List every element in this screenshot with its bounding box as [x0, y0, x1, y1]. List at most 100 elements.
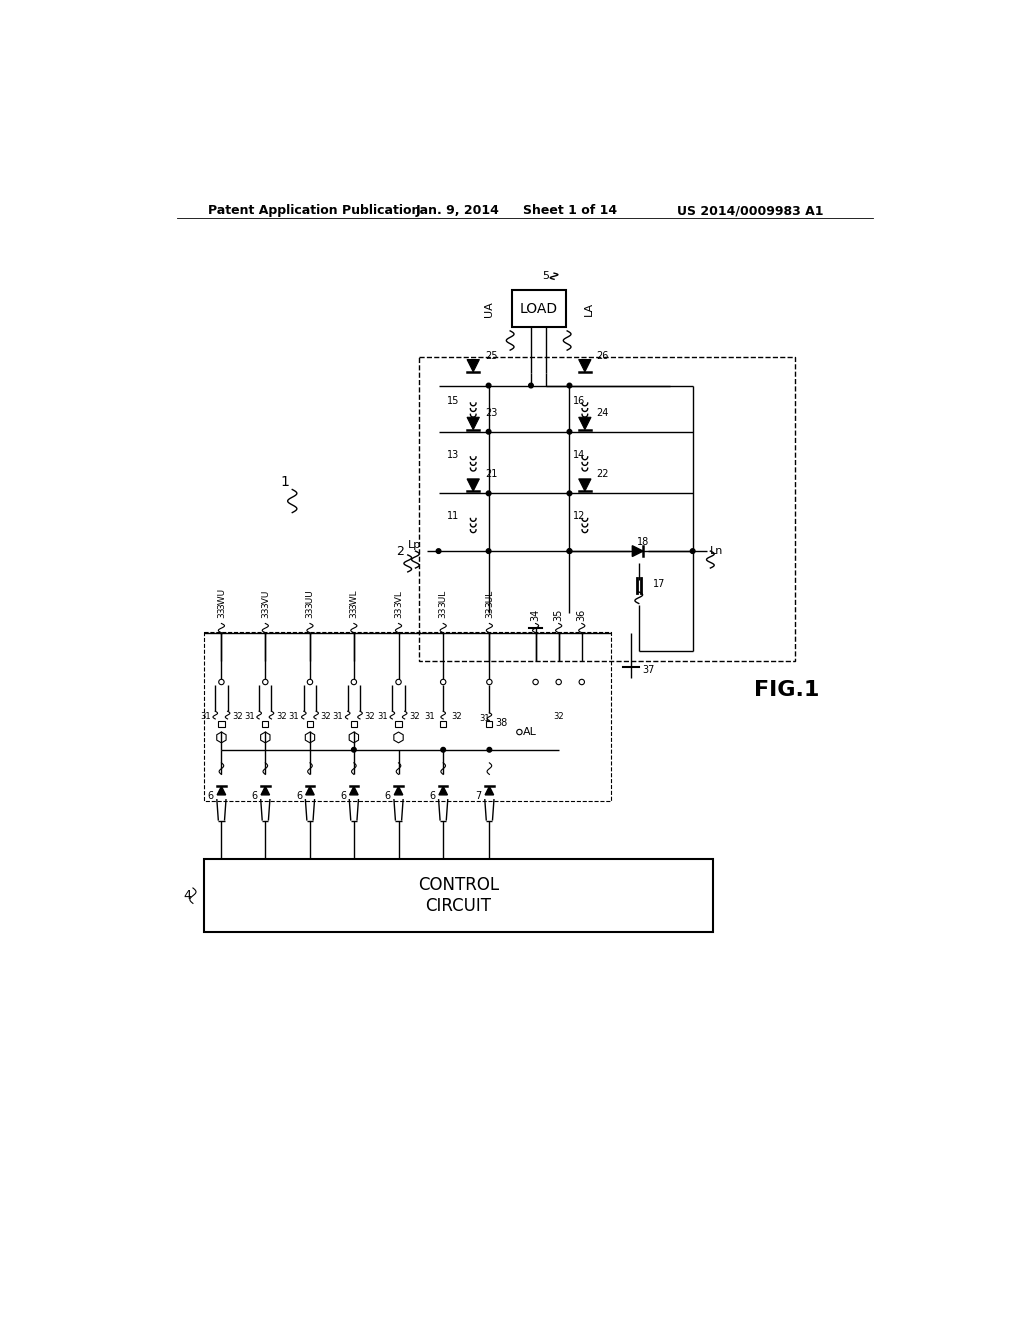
Text: 17: 17 [652, 579, 665, 589]
Text: 16: 16 [573, 396, 586, 407]
Circle shape [351, 680, 356, 685]
Bar [486, 721, 493, 727]
Text: 32: 32 [232, 713, 243, 721]
Text: 15: 15 [446, 396, 460, 407]
Polygon shape [467, 479, 479, 491]
Text: 11: 11 [447, 511, 460, 521]
Text: 6: 6 [208, 791, 214, 801]
Polygon shape [632, 545, 643, 557]
Circle shape [436, 549, 441, 553]
Text: 33: 33 [394, 607, 403, 619]
Circle shape [307, 680, 312, 685]
Circle shape [486, 491, 490, 495]
Text: 33: 33 [305, 607, 314, 619]
Polygon shape [394, 787, 402, 795]
Text: 14: 14 [573, 450, 586, 459]
Text: 32: 32 [553, 713, 564, 721]
Text: 32: 32 [410, 713, 420, 721]
Text: UA: UA [483, 301, 494, 317]
Bar [419, 358, 795, 661]
Text: 36: 36 [577, 609, 587, 622]
Bar [218, 721, 224, 727]
Circle shape [486, 383, 490, 388]
Text: 2: 2 [396, 545, 404, 557]
Text: 3VL: 3VL [394, 590, 403, 607]
Polygon shape [467, 359, 479, 372]
Circle shape [486, 549, 490, 553]
Text: 37: 37 [643, 665, 655, 676]
Polygon shape [306, 787, 314, 795]
Text: 5: 5 [543, 271, 550, 281]
Text: 23: 23 [484, 408, 497, 417]
Text: Lp: Lp [408, 540, 421, 550]
Polygon shape [394, 733, 403, 743]
Text: 31: 31 [244, 713, 255, 721]
Text: 6: 6 [296, 791, 302, 801]
Text: 31: 31 [424, 713, 435, 721]
Polygon shape [217, 733, 226, 743]
Text: Jan. 9, 2014: Jan. 9, 2014 [416, 205, 500, 218]
Circle shape [219, 680, 224, 685]
Bar [205, 859, 713, 932]
Text: 31: 31 [333, 713, 343, 721]
Text: 6: 6 [385, 791, 391, 801]
Circle shape [487, 747, 492, 752]
Text: Patent Application Publication: Patent Application Publication [208, 205, 420, 218]
Circle shape [528, 383, 534, 388]
Text: 31: 31 [479, 714, 490, 722]
Text: 32: 32 [276, 713, 287, 721]
Circle shape [486, 680, 493, 685]
Text: Sheet 1 of 14: Sheet 1 of 14 [523, 205, 617, 218]
Text: 21: 21 [484, 469, 497, 479]
Text: CONTROL
CIRCUIT: CONTROL CIRCUIT [418, 876, 499, 915]
Circle shape [441, 747, 445, 752]
Text: 6: 6 [252, 791, 258, 801]
Text: 33: 33 [485, 607, 494, 619]
Text: Ln: Ln [711, 546, 724, 556]
Circle shape [396, 680, 401, 685]
Circle shape [567, 491, 571, 495]
Text: 13: 13 [447, 450, 460, 459]
Circle shape [567, 429, 571, 434]
Circle shape [440, 680, 445, 685]
Text: 32: 32 [452, 713, 462, 721]
Circle shape [690, 549, 695, 553]
Circle shape [556, 680, 561, 685]
Polygon shape [349, 733, 358, 743]
Bar [351, 721, 357, 727]
Text: LA: LA [584, 302, 594, 317]
Text: 1: 1 [281, 475, 289, 488]
Text: 34: 34 [530, 609, 541, 622]
Text: 7: 7 [475, 791, 481, 801]
Circle shape [580, 680, 585, 685]
Text: AL: AL [523, 727, 538, 737]
Circle shape [517, 730, 522, 735]
Bar [205, 632, 611, 801]
Polygon shape [349, 787, 358, 795]
Polygon shape [467, 417, 479, 429]
Text: 33: 33 [217, 607, 226, 619]
Text: 6: 6 [429, 791, 435, 801]
Text: 31: 31 [377, 713, 388, 721]
Text: 31: 31 [289, 713, 299, 721]
Text: 6: 6 [340, 791, 346, 801]
Text: 22: 22 [596, 469, 609, 479]
Text: 3UL: 3UL [485, 590, 494, 607]
Text: US 2014/0009983 A1: US 2014/0009983 A1 [677, 205, 823, 218]
Text: 3VU: 3VU [261, 590, 269, 609]
Text: LOAD: LOAD [519, 301, 558, 315]
Polygon shape [261, 733, 270, 743]
Polygon shape [305, 733, 314, 743]
Text: 33: 33 [261, 607, 269, 619]
Text: 3WU: 3WU [217, 589, 226, 610]
Polygon shape [579, 417, 591, 429]
Bar [395, 721, 401, 727]
Bar [307, 721, 313, 727]
Text: 4: 4 [183, 890, 191, 902]
Text: 38: 38 [496, 718, 508, 727]
Text: 12: 12 [573, 511, 586, 521]
Circle shape [567, 383, 571, 388]
Text: 33: 33 [349, 607, 358, 619]
Polygon shape [217, 787, 225, 795]
Text: 18: 18 [637, 537, 649, 546]
